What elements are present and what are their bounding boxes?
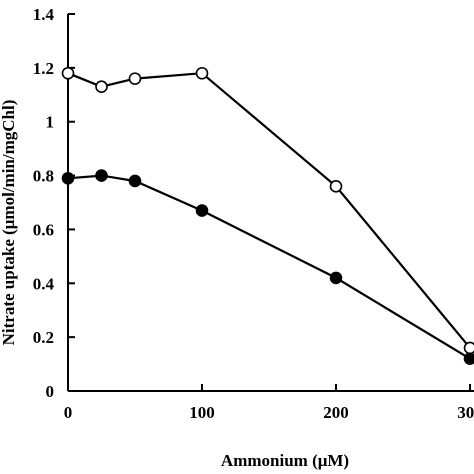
series-1-point <box>95 80 108 94</box>
series-1-point <box>463 341 474 355</box>
y-tick-label: 0 <box>46 382 55 401</box>
series-2-point <box>61 171 75 185</box>
series-2-point <box>329 271 343 285</box>
series-2 <box>61 169 474 365</box>
series-layer <box>61 66 474 365</box>
series-2-point <box>95 169 108 182</box>
x-tick-label: 100 <box>189 403 215 422</box>
series-2-point <box>128 174 142 188</box>
x-axis-title: Ammonium (μM) <box>221 451 349 470</box>
x-tick-label: 300 <box>457 403 474 422</box>
y-tick-label: 1.4 <box>33 5 55 24</box>
y-tick-label: 1.2 <box>33 59 54 78</box>
y-tick-label: 1 <box>46 113 55 132</box>
series-1-point <box>329 180 343 193</box>
series-1-point <box>128 72 142 85</box>
axes: 0 0.2 0.4 0.6 0.8 1 1.2 1.4 0 100 200 300 <box>33 5 474 422</box>
series-1-point <box>61 66 75 80</box>
y-axis-title: Nitrate uptake (μmol/min/mgChl) <box>0 100 18 346</box>
series-2-point <box>463 352 474 365</box>
x-tick-label: 0 <box>64 403 73 422</box>
y-tick-label: 0.6 <box>33 220 54 239</box>
x-tick-label: 200 <box>323 403 349 422</box>
series-1 <box>61 66 474 355</box>
y-tick-label: 0.8 <box>33 167 54 186</box>
y-tick-label: 0.2 <box>33 328 54 347</box>
series-1-point <box>195 66 209 80</box>
y-tick-label: 0.4 <box>33 274 55 293</box>
series-2-point <box>195 204 209 217</box>
